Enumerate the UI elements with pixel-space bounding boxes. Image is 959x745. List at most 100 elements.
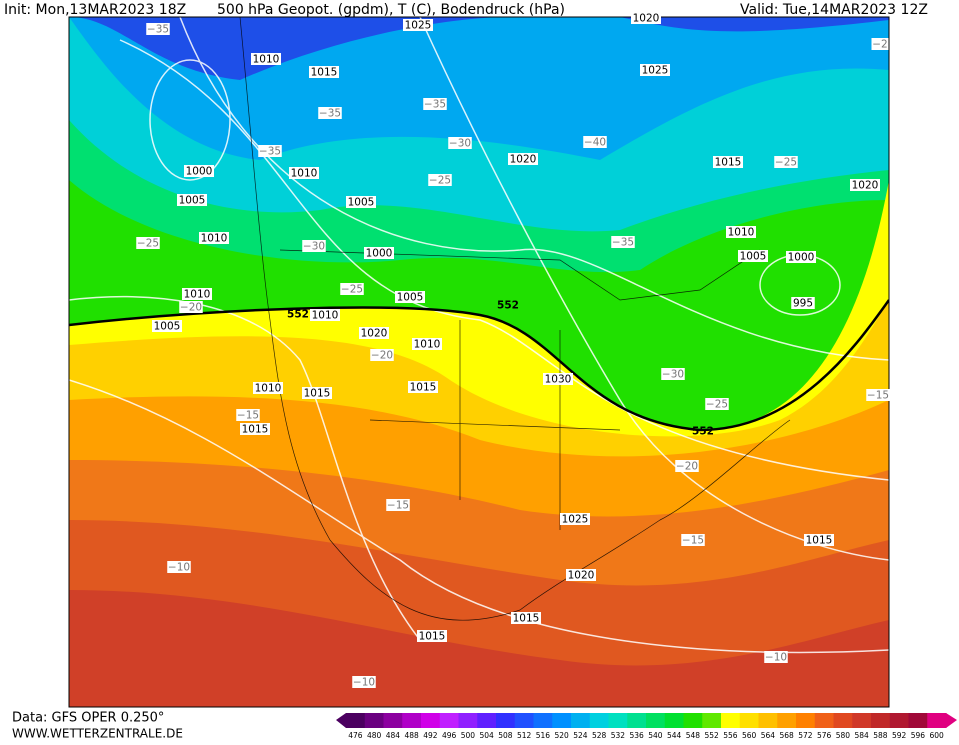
label-box — [681, 534, 705, 546]
colorbar-label: 528 — [592, 731, 607, 740]
colorbar-label: 600 — [929, 731, 944, 740]
label-box — [352, 676, 376, 688]
isobar-label: 1025 — [642, 65, 669, 77]
colorbar-swatch — [927, 713, 947, 728]
colorbar-swatch — [439, 713, 459, 728]
label-box — [611, 236, 635, 248]
isobar-label: 1010 — [201, 233, 228, 245]
temperature-label: −25 — [775, 157, 797, 169]
height-label: 552 — [692, 426, 714, 438]
colorbar-label: 500 — [461, 731, 476, 740]
temperature-label: −15 — [867, 390, 889, 402]
colorbar-arrow-left — [336, 713, 346, 728]
label-box — [258, 145, 282, 157]
label-box — [871, 38, 889, 50]
label-box — [386, 499, 410, 511]
colorbar-swatch — [721, 713, 741, 728]
isobar-label: 1010 — [255, 383, 282, 395]
isobar-label: 1015 — [311, 67, 338, 79]
colorbar-swatch — [852, 713, 872, 728]
colorbar-label: 560 — [742, 731, 757, 740]
site: WWW.WETTERZENTRALE.DE — [12, 727, 183, 741]
colorbar-label: 492 — [423, 731, 438, 740]
temperature-label: −35 — [259, 146, 281, 158]
isobar-label: 1020 — [361, 328, 388, 340]
label-box — [774, 156, 798, 168]
colorbar-swatch — [552, 713, 572, 728]
isobar-label: 1010 — [184, 289, 211, 301]
label-box — [661, 368, 685, 380]
label-box — [508, 153, 538, 165]
colorbar-swatch — [908, 713, 928, 728]
isobar-label: 1015 — [242, 424, 269, 436]
isobar-label: 1015 — [410, 382, 437, 394]
isobar-label: 1015 — [304, 388, 331, 400]
isobar-label: 1010 — [312, 310, 339, 322]
isobar-label: 1010 — [728, 227, 755, 239]
isobar-label: 995 — [793, 298, 813, 310]
height-label: 552 — [497, 300, 519, 312]
isobar-label: 1010 — [414, 339, 441, 351]
temperature-label: −30 — [303, 241, 325, 253]
label-box — [726, 226, 756, 238]
label-box — [309, 66, 339, 78]
colorbar-swatch — [383, 713, 403, 728]
colorbar-label: 540 — [648, 731, 663, 740]
isobar-label: 1020 — [510, 154, 537, 166]
label-box — [251, 53, 281, 65]
label-box — [417, 630, 447, 642]
temperature-label: −15 — [387, 500, 409, 512]
colorbar-swatch — [646, 713, 666, 728]
colorbar-label: 516 — [536, 731, 551, 740]
colorbar-swatch — [758, 713, 778, 728]
label-box — [370, 349, 394, 361]
label-box — [566, 569, 596, 581]
label-box — [289, 167, 319, 179]
label-box — [448, 137, 472, 149]
isobar-label: 1000 — [186, 166, 213, 178]
label-box — [738, 250, 768, 262]
colorbar-swatch — [608, 713, 628, 728]
colorbar-swatch — [702, 713, 722, 728]
colorbar-label: 476 — [348, 731, 363, 740]
label-box — [791, 297, 815, 309]
height-label: 552 — [287, 309, 309, 321]
colorbar-label: 532 — [611, 731, 626, 740]
colorbar-swatch — [514, 713, 534, 728]
label-box — [423, 98, 447, 110]
colorbar-label: 496 — [442, 731, 457, 740]
colorbar-swatch — [477, 713, 497, 728]
colorbar-label: 504 — [479, 731, 494, 740]
temperature-label: −20 — [676, 461, 698, 473]
isobar-label: 1015 — [513, 613, 540, 625]
colorbar-swatch — [571, 713, 591, 728]
colorbar-swatch — [814, 713, 834, 728]
temperature-label: −15 — [682, 535, 704, 547]
label-box — [428, 174, 452, 186]
isobar-label: 1030 — [545, 374, 572, 386]
label-box — [318, 107, 342, 119]
label-box — [346, 196, 376, 208]
label-box — [543, 373, 573, 385]
map-field — [69, 17, 889, 707]
isobar-label: 1005 — [154, 321, 181, 333]
temperature-label: −20 — [180, 302, 202, 314]
colorbar-label: 588 — [873, 731, 888, 740]
colorbar-swatch — [739, 713, 759, 728]
isobar-label: 1005 — [179, 195, 206, 207]
isobar-label: 1015 — [419, 631, 446, 643]
colorbar-label: 548 — [686, 731, 701, 740]
colorbar-label: 508 — [498, 731, 513, 740]
label-box — [167, 561, 191, 573]
colorbar-label: 524 — [573, 731, 588, 740]
label-box — [866, 389, 890, 401]
isobar-label: 1010 — [291, 168, 318, 180]
isobar-label: 1005 — [348, 197, 375, 209]
label-box — [804, 534, 834, 546]
colorbar-label: 488 — [404, 731, 419, 740]
colorbar-swatch — [496, 713, 516, 728]
colorbar-label: 544 — [667, 731, 682, 740]
temperature-label: −25 — [429, 175, 451, 187]
colorbar-label: 592 — [892, 731, 907, 740]
temperature-label: −35 — [319, 108, 341, 120]
